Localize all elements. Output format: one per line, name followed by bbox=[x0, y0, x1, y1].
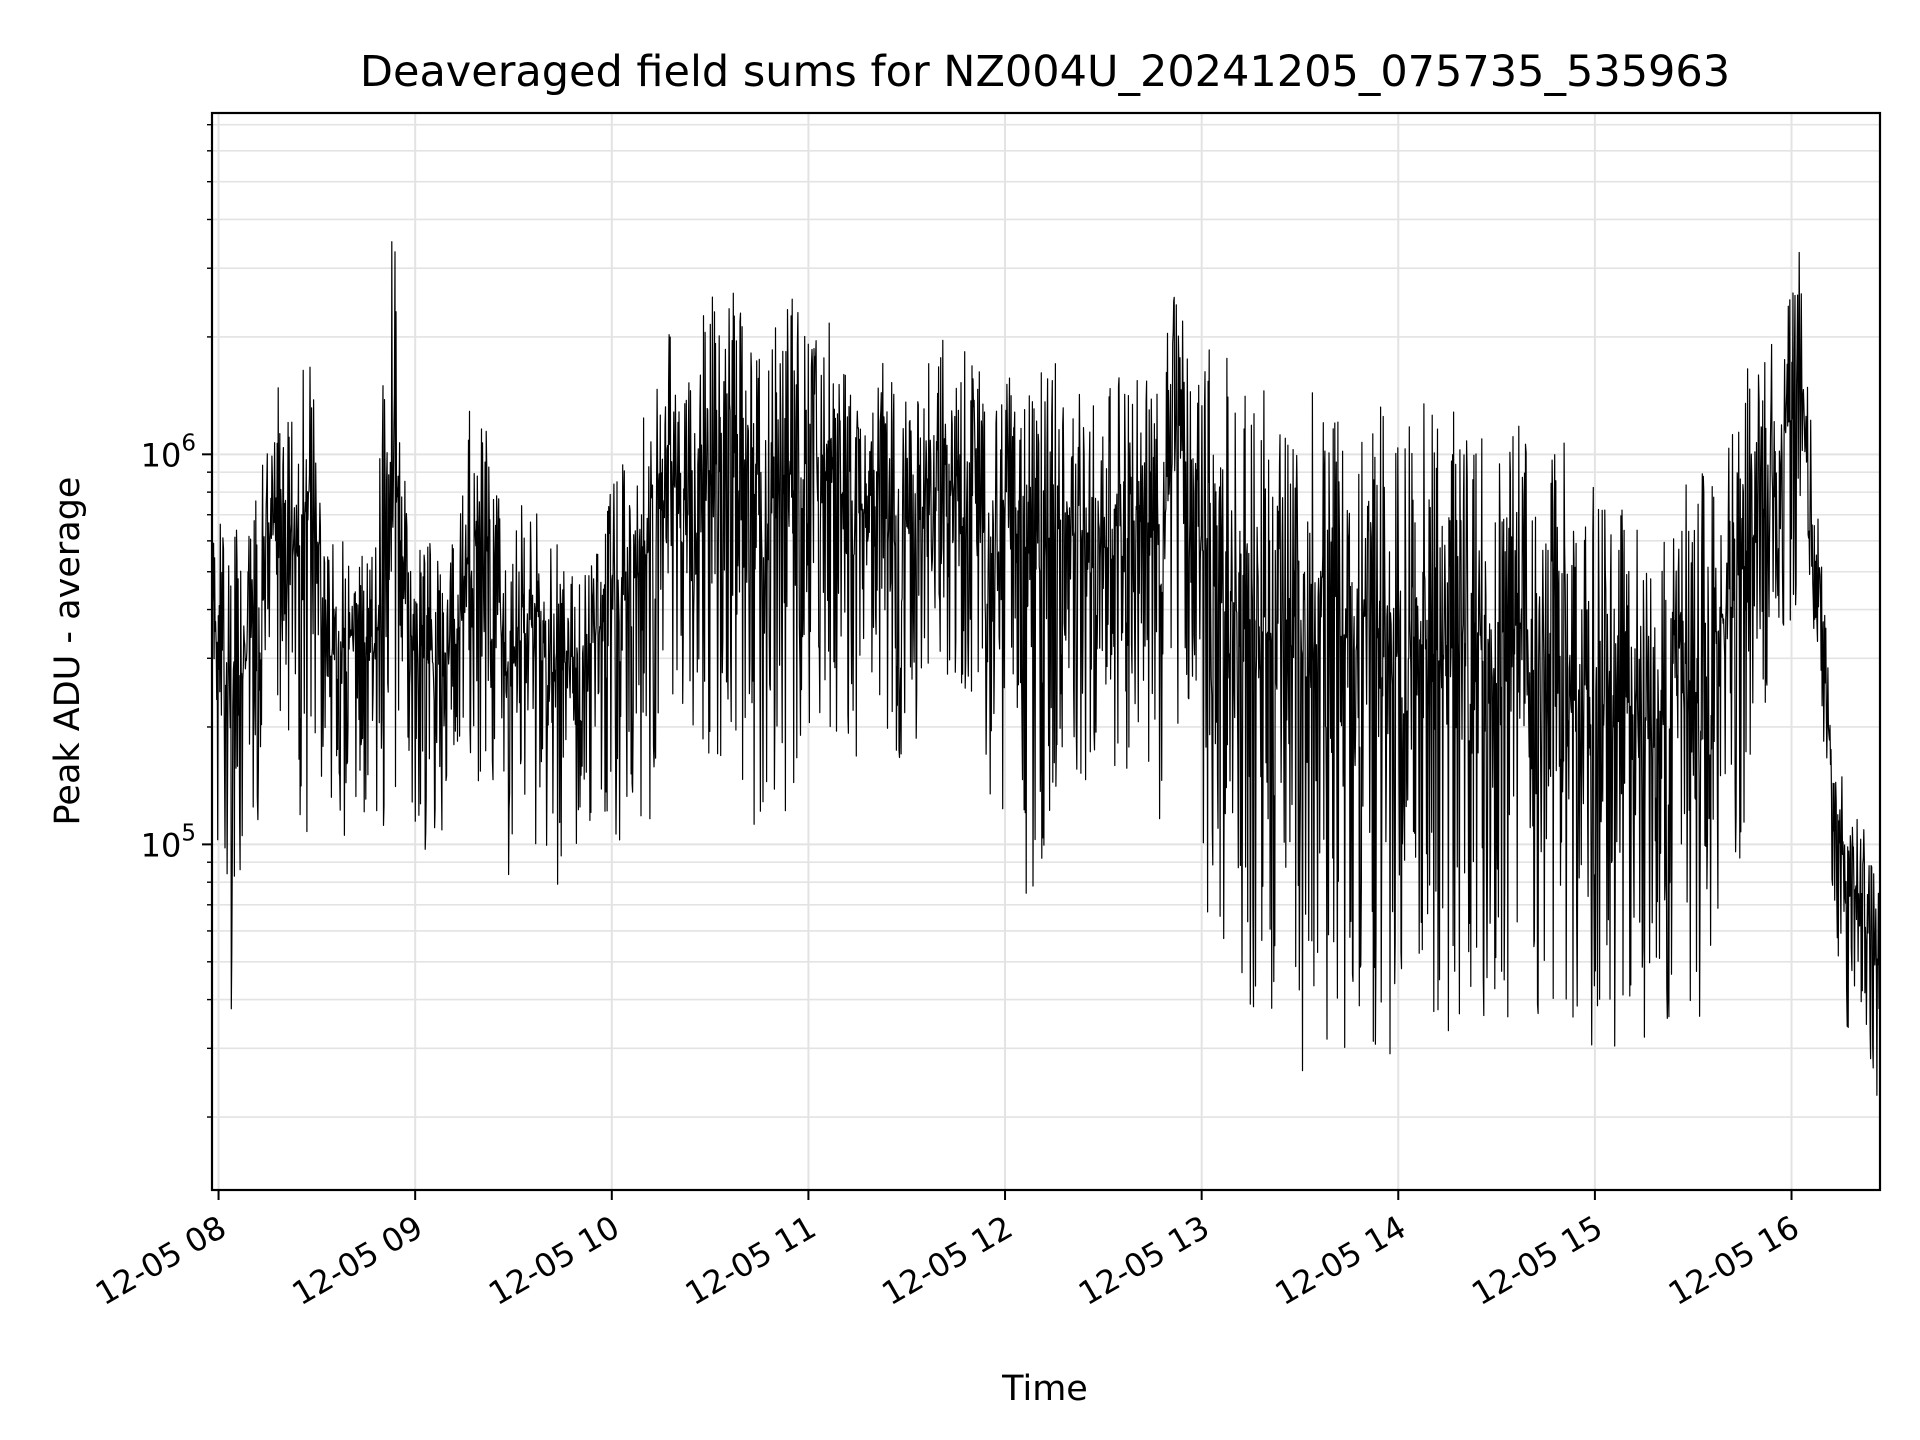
series-layer bbox=[211, 241, 1881, 1096]
y-tick-label: 106 bbox=[141, 430, 196, 474]
y-tick-label: 105 bbox=[141, 820, 196, 864]
x-axis-label: Time bbox=[1001, 1369, 1088, 1409]
chart-title: Deaveraged field sums for NZ004U_2024120… bbox=[360, 47, 1730, 97]
y-axis-ticks: 105 106 bbox=[141, 123, 212, 1118]
series-line bbox=[211, 241, 1881, 1096]
y-axis-label: Peak ADU - average bbox=[48, 477, 88, 826]
plot-frame bbox=[210, 111, 1882, 1192]
